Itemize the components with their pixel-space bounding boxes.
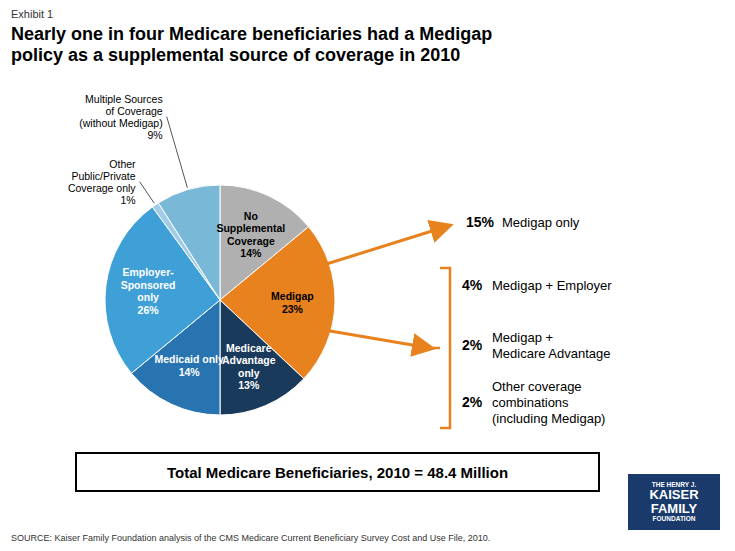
svg-text:2%: 2% (462, 394, 483, 410)
svg-text:Other coveragecombinations(inc: Other coveragecombinations(including Med… (492, 379, 605, 426)
svg-text:4%: 4% (462, 277, 483, 293)
svg-text:Medigap23%: Medigap23% (271, 290, 314, 315)
svg-text:2%: 2% (462, 337, 483, 353)
svg-text:OtherPublic/PrivateCoverage on: OtherPublic/PrivateCoverage only1% (68, 158, 136, 206)
svg-text:Medigap only: Medigap only (502, 215, 580, 230)
html-text:Nearly one in four Medicare be: Nearly one in four Medicare beneficiarie… (11, 24, 493, 65)
svg-text:15%: 15% (466, 214, 495, 230)
html-text:FOUNDATION: FOUNDATION (652, 514, 696, 522)
svg-text:Medicaid only14%: Medicaid only14% (154, 353, 224, 378)
html-text:FAMILY: FAMILY (650, 501, 698, 516)
html-text:KAISER: KAISER (649, 487, 699, 503)
html-text:Exhibit 1: Exhibit 1 (11, 8, 54, 20)
svg-text:Multiple Sourcesof Coverage(wi: Multiple Sourcesof Coverage(without Medi… (79, 93, 163, 141)
svg-text:MedicareAdvantageonly13%: MedicareAdvantageonly13% (222, 342, 276, 392)
html-text:THE HENRY J.: THE HENRY J. (651, 480, 697, 488)
svg-text:NoSupplementalCoverage14%: NoSupplementalCoverage14% (216, 210, 285, 260)
svg-text:Medigap +Medicare Advantage: Medigap +Medicare Advantage (492, 330, 611, 361)
svg-text:Medigap + Employer: Medigap + Employer (492, 278, 612, 293)
html-text:Total Medicare Beneficiaries,: Total Medicare Beneficiaries, 2010 = 48.… (166, 463, 509, 481)
svg-text:Employer-Sponsoredonly26%: Employer-Sponsoredonly26% (121, 266, 176, 316)
html-text:SOURCE: Kaiser Family Foundati: SOURCE: Kaiser Family Foundation analysi… (11, 533, 491, 543)
